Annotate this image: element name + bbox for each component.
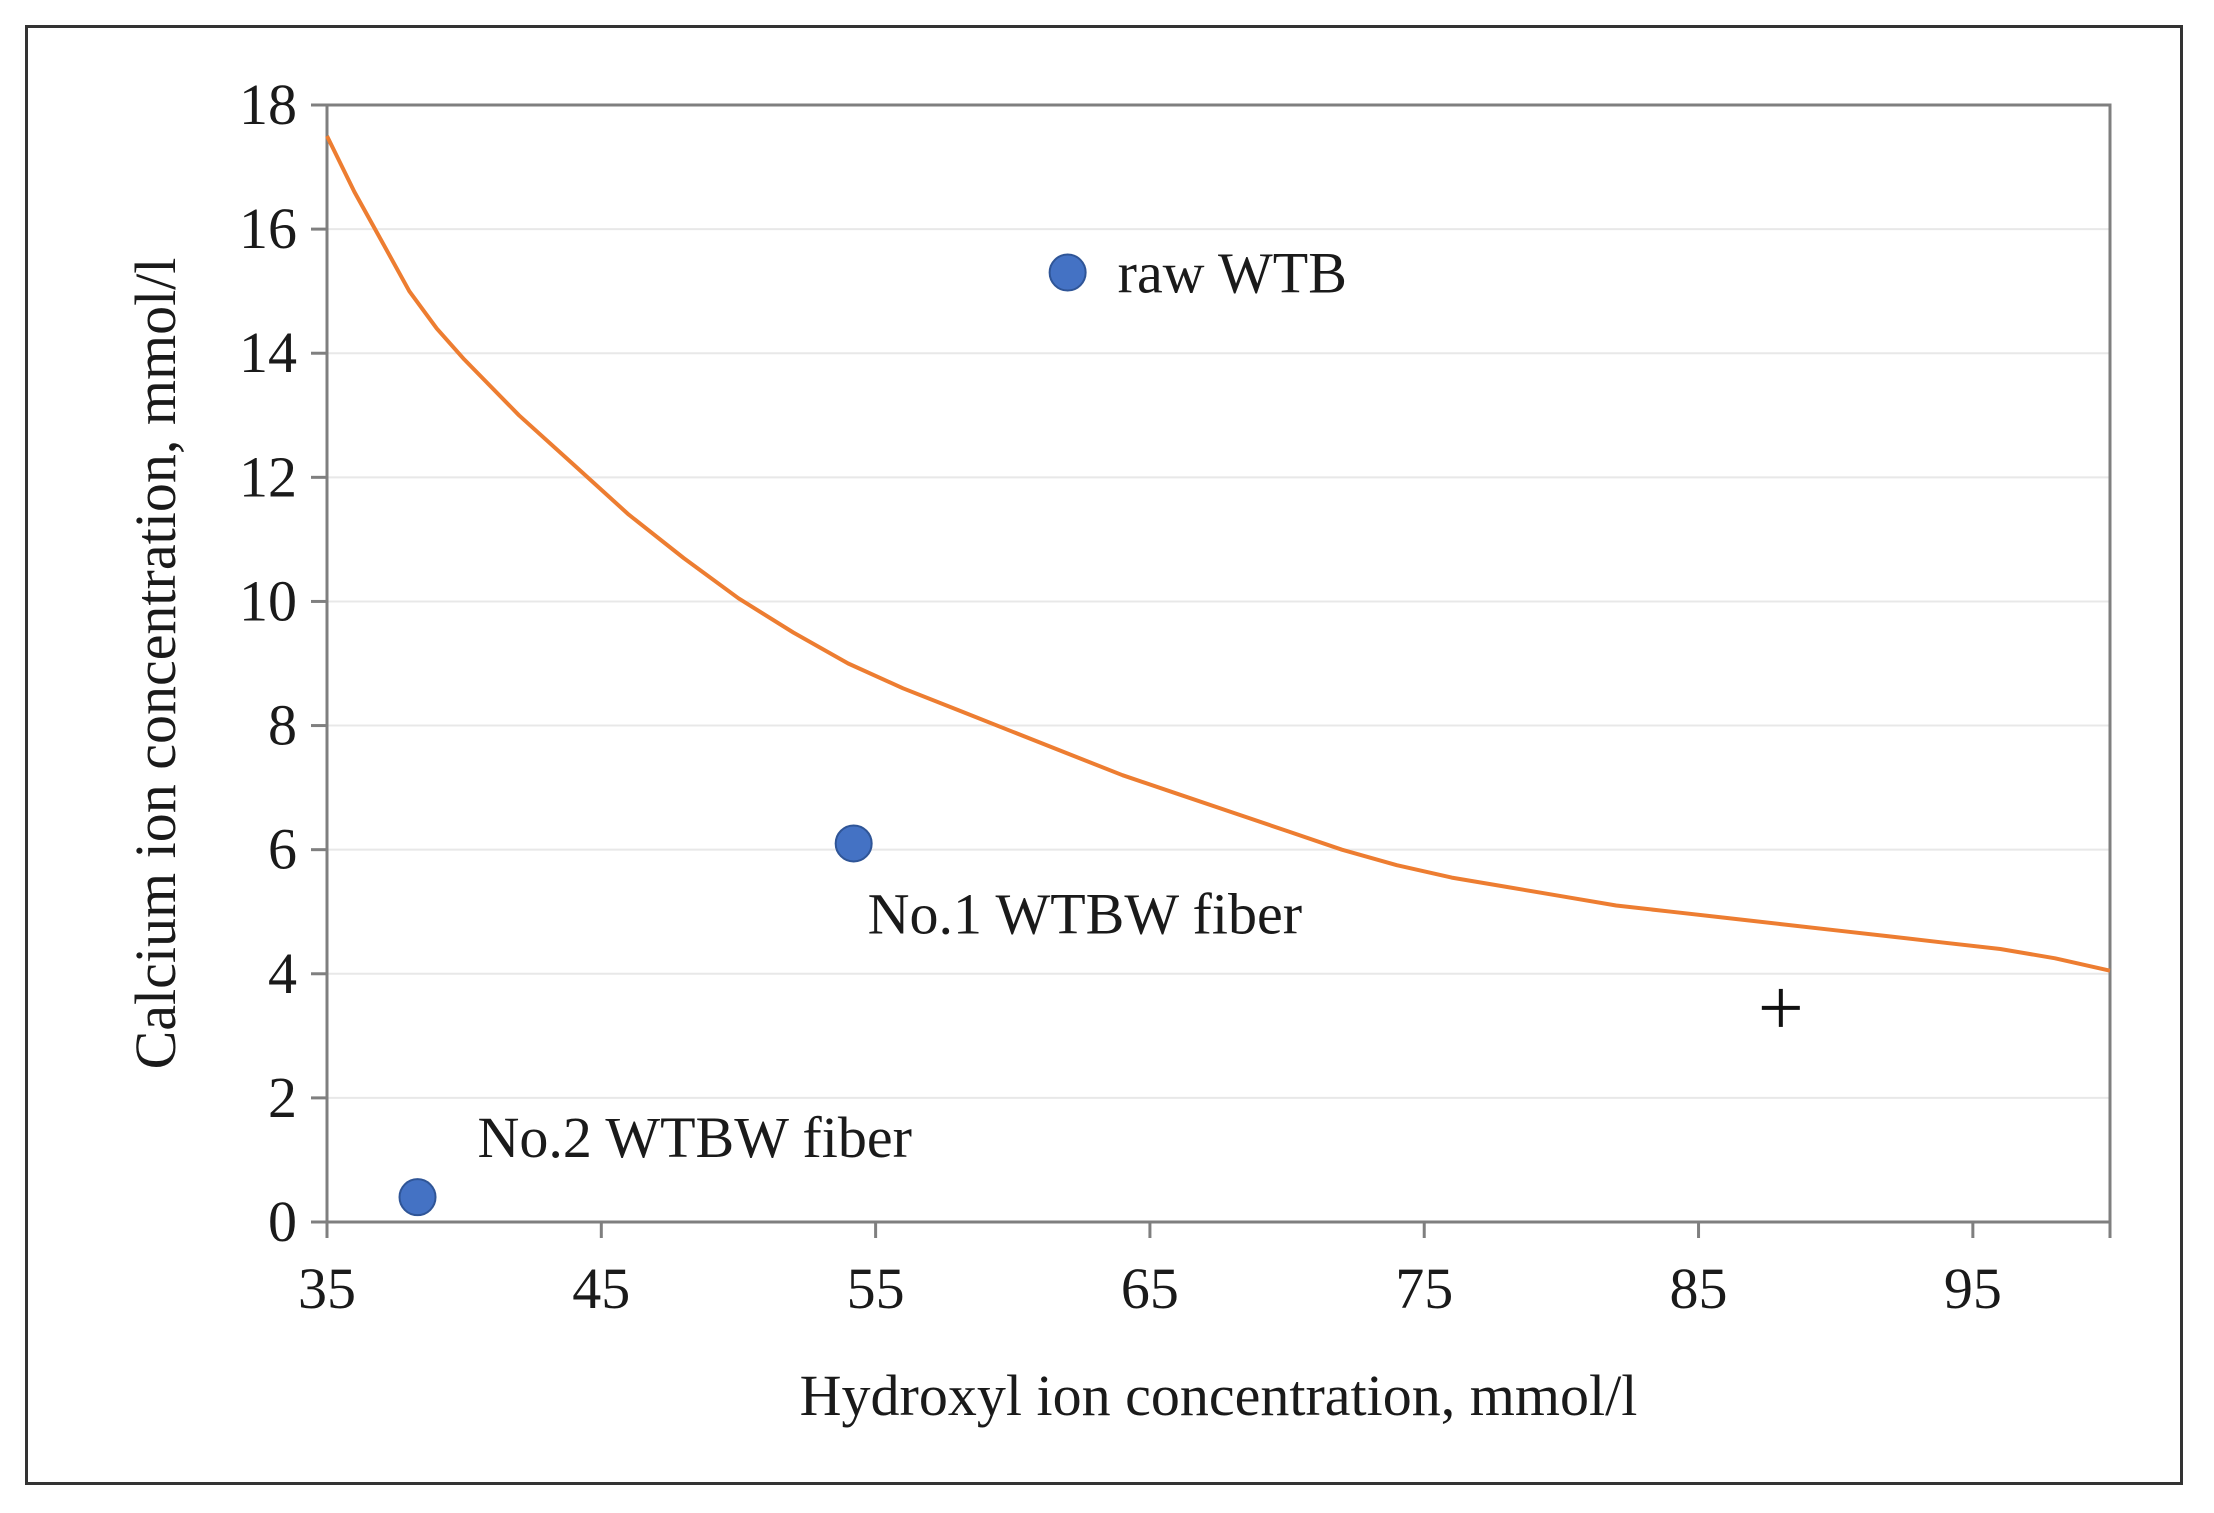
x-tick-label: 45 [572, 1256, 630, 1321]
curve-layer [325, 135, 2111, 973]
axis-ticks: 0 2 4 6 8 10 12 14 16 18 35 45 55 65 75 85 95 [239, 72, 2112, 1321]
data-point [1048, 253, 1087, 292]
data-point [398, 1178, 437, 1217]
x-tick-label: 75 [1395, 1256, 1453, 1321]
chart-frame [25, 25, 2183, 1485]
y-tick-label: 4 [268, 941, 297, 1006]
data-point [834, 824, 873, 863]
point-label: raw WTB [1118, 241, 1347, 306]
y-tick-label: 12 [239, 444, 297, 509]
y-tick-label: 16 [239, 196, 297, 261]
points-layer [398, 253, 1800, 1217]
y-tick-label: 14 [239, 320, 297, 385]
x-tick-label: 35 [298, 1256, 356, 1321]
y-tick-label: 0 [268, 1189, 297, 1254]
plus-marker [1761, 988, 1800, 1027]
labels-layer: raw WTB No.1 WTBW fiber No.2 WTBW fiber [478, 241, 1347, 1171]
y-tick-label: 8 [268, 693, 297, 758]
y-tick-label: 18 [239, 72, 297, 137]
y-tick-label: 2 [268, 1065, 297, 1130]
point-label: No.1 WTBW fiber [868, 881, 1302, 946]
x-tick-label: 85 [1670, 1256, 1728, 1321]
fit-curve [325, 135, 2111, 973]
y-axis-title: Calcium ion concentration, mmol/l [123, 258, 188, 1070]
x-axis-title: Hydroxyl ion concentration, mmol/l [800, 1363, 1638, 1428]
y-tick-label: 10 [239, 568, 297, 633]
point-label: No.2 WTBW fiber [478, 1105, 912, 1170]
x-tick-label: 65 [1121, 1256, 1179, 1321]
plot-area [325, 103, 2112, 1224]
y-tick-label: 6 [268, 817, 297, 882]
x-tick-label: 95 [1944, 1256, 2002, 1321]
x-tick-label: 55 [847, 1256, 905, 1321]
